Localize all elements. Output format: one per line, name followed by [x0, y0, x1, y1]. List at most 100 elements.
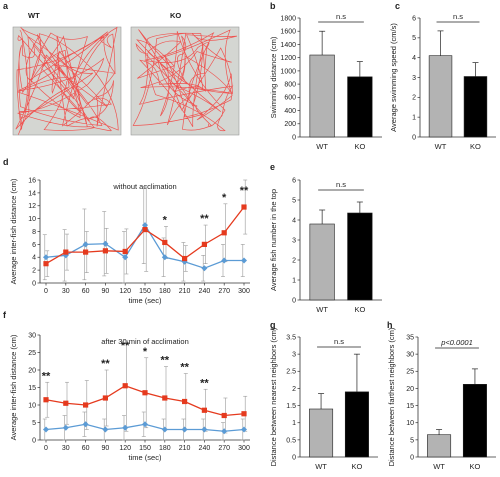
chart-e-x-tick-label: KO	[354, 305, 365, 314]
chart-e-y-tick-label: 5	[292, 197, 296, 204]
wt-trajectory	[15, 26, 119, 135]
chart-e-significance-label: n.s	[336, 180, 346, 189]
chart-d-without-acclimation: 0 2 4 6 8 10 12 14 16 Average inter-fish distance…	[9, 177, 250, 305]
chart-f-x-tick-label: 60	[82, 445, 90, 452]
chart-b-x-tick-label: KO	[354, 142, 365, 151]
chart-f-x-tick-label: 210	[179, 445, 191, 452]
chart-c-y-tick-label: 4	[412, 55, 416, 62]
chart-b-y-axis-label: Swimming distance (cm)	[269, 36, 278, 118]
chart-f-point	[182, 398, 188, 405]
chart-f-significance-star: *	[143, 346, 148, 358]
chart-f-point	[82, 421, 89, 428]
chart-d-y-axis-label: Average inter-fish distance (cm)	[9, 178, 18, 284]
chart-b-swimming-distance: 0 200 400 600 800 1000 1200 1400 1600 1800 Swimmin…	[269, 12, 382, 151]
panel-label-d: d	[3, 157, 9, 167]
chart-f-point	[122, 424, 129, 431]
chart-f-x-tick-label: 240	[199, 445, 211, 452]
chart-c-x-tick-label: KO	[470, 142, 481, 151]
chart-e-bar-wt	[309, 223, 335, 301]
chart-h-y-tick-label: 20	[406, 386, 414, 393]
panel-label-c: c	[395, 1, 400, 11]
chart-f-x-tick-label: 30	[62, 445, 70, 452]
chart-f-point	[221, 428, 228, 435]
panel-a-trajectories: WT KO	[12, 11, 240, 136]
chart-h-y-tick-label: 30	[406, 352, 414, 359]
chart-d-significance-star: **	[200, 213, 209, 225]
chart-c-bar-wt	[428, 55, 453, 138]
chart-h-y-tick-label: 5	[410, 437, 414, 444]
chart-h-y-tick-label: 25	[406, 369, 414, 376]
chart-d-x-tick-label: 180	[159, 288, 171, 295]
chart-f-significance-star: **	[180, 362, 189, 374]
chart-c-y-tick-label: 2	[412, 95, 416, 102]
chart-d-y-tick-label: 8	[32, 229, 36, 236]
chart-c-y-tick-label: 3	[412, 75, 416, 82]
chart-c-swimming-speed: 0 1 2 3 4 5 6 Average swimming speed (cm/s) WT KO…	[389, 12, 496, 151]
chart-d-point	[201, 241, 207, 247]
chart-c-y-tick-label: 1	[412, 115, 416, 122]
chart-b-y-tick-label: 1800	[280, 15, 296, 22]
chart-g-y-tick-label: 0.5	[286, 437, 296, 444]
chart-d-point	[122, 254, 129, 261]
chart-d-x-axis-label: time (sec)	[129, 296, 162, 305]
chart-d-x-tick-label: 120	[119, 288, 131, 295]
panel-label-f: f	[3, 310, 7, 320]
panel-label-e: e	[270, 162, 275, 172]
chart-f-point	[122, 383, 128, 389]
chart-f-point	[201, 407, 207, 413]
chart-f-point	[83, 402, 89, 408]
chart-e-y-tick-label: 0	[292, 297, 296, 304]
panel-label-b: b	[270, 1, 276, 11]
chart-h-x-tick-label: KO	[470, 462, 481, 471]
chart-d-x-tick-label: 0	[44, 288, 48, 295]
chart-f-significance-star: **	[101, 358, 110, 370]
chart-e-fish-in-top: 0 1 2 3 4 5 6 Average fish number in the top WT K…	[269, 177, 382, 314]
chart-f-point	[62, 424, 69, 431]
chart-f-point	[102, 395, 108, 401]
chart-f-y-tick-label: 0	[32, 437, 36, 444]
chart-d-point	[122, 248, 128, 255]
chart-f-point	[201, 426, 208, 433]
chart-f-x-tick-label: 120	[119, 445, 131, 452]
chart-f-x-tick-label: 90	[102, 445, 110, 452]
chart-d-x-tick-label: 30	[62, 288, 70, 295]
chart-d-x-tick-label: 150	[139, 288, 151, 295]
chart-d-y-tick-label: 16	[28, 177, 36, 184]
chart-h-y-axis-label: Distance between farthest neighbors (cm)	[387, 327, 396, 466]
panel-label-g: g	[270, 320, 276, 330]
panel-a-wt-label: WT	[28, 11, 40, 20]
chart-c-y-tick-label: 6	[412, 15, 416, 22]
chart-d-significance-star: *	[163, 214, 168, 226]
chart-d-x-tick-label: 270	[218, 288, 230, 295]
chart-d-point	[82, 241, 89, 248]
chart-g-significance-label: n.s	[334, 337, 344, 346]
panel-label-h: h	[387, 320, 393, 330]
panel-a-ko-label: KO	[170, 11, 181, 20]
chart-d-point	[142, 226, 148, 233]
chart-f-significance-star: **	[161, 355, 170, 367]
chart-g-bar-wt	[309, 408, 334, 458]
chart-d-y-tick-label: 6	[32, 242, 36, 249]
chart-h-y-tick-label: 35	[406, 334, 414, 341]
ko-trajectory	[132, 29, 237, 132]
chart-e-y-tick-label: 3	[292, 237, 296, 244]
chart-c-y-tick-label: 5	[412, 35, 416, 42]
chart-h-y-tick-label: 0	[410, 454, 414, 461]
chart-e-y-tick-label: 1	[292, 277, 296, 284]
chart-e-x-tick-label: WT	[316, 305, 328, 314]
chart-f-y-tick-label: 10	[28, 402, 36, 409]
chart-f-y-tick-label: 30	[28, 332, 36, 339]
chart-f-after-acclimation: 0 5 10 15 20 25 30 Average inter-fish distance …	[9, 332, 250, 462]
chart-g-x-tick-label: WT	[315, 462, 327, 471]
chart-d-x-tick-label: 60	[82, 288, 90, 295]
chart-g-y-tick-label: 3	[292, 352, 296, 359]
chart-g-y-tick-label: 2	[292, 386, 296, 393]
chart-h-y-tick-label: 10	[406, 420, 414, 427]
chart-f-y-tick-label: 25	[28, 350, 36, 357]
chart-g-bar-ko	[344, 391, 369, 458]
chart-h-y-tick-label: 15	[406, 403, 414, 410]
chart-b-y-tick-label: 0	[292, 134, 296, 141]
chart-f-y-tick-label: 20	[28, 367, 36, 374]
chart-f-point	[102, 426, 109, 433]
chart-d-x-tick-label: 240	[199, 288, 211, 295]
